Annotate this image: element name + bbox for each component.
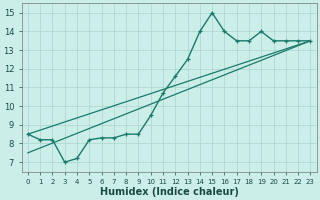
X-axis label: Humidex (Indice chaleur): Humidex (Indice chaleur) bbox=[100, 187, 239, 197]
